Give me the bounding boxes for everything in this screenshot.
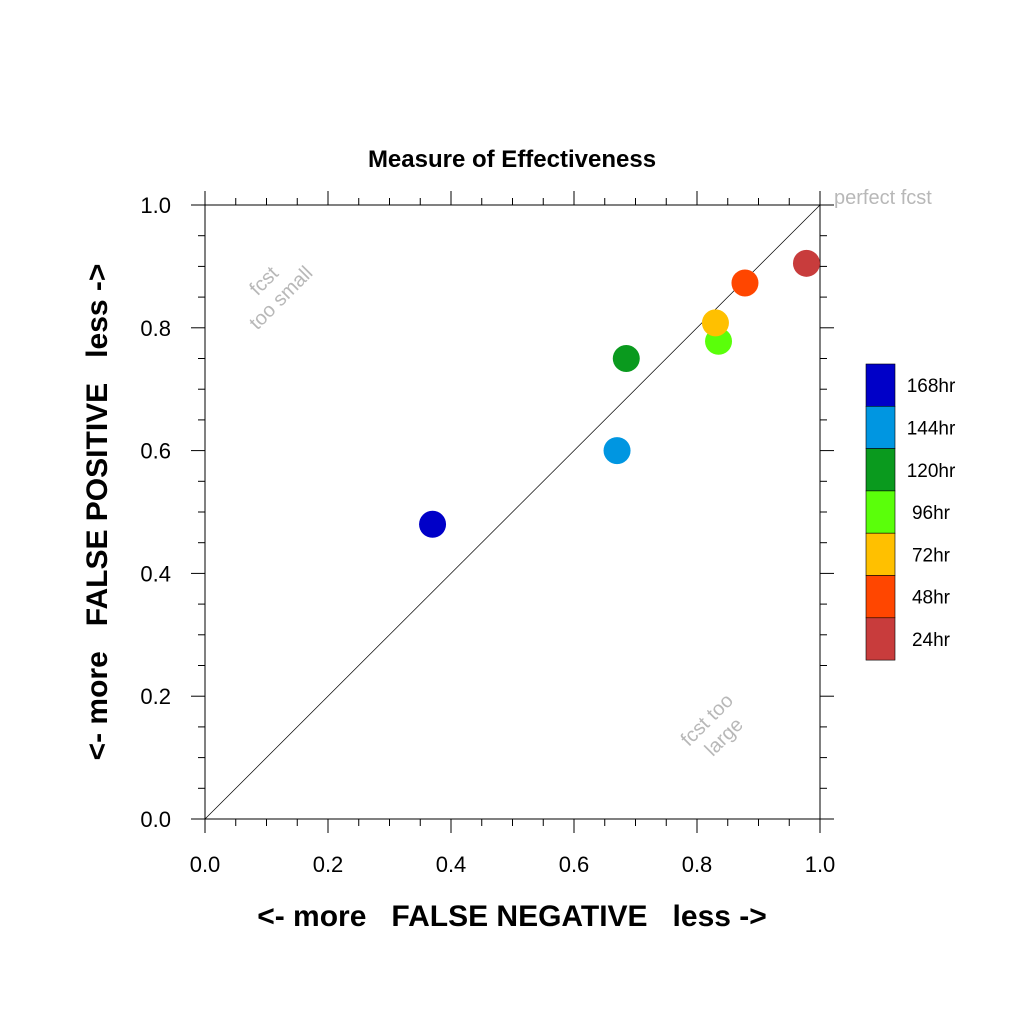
legend-swatch-120hr [865,448,896,492]
y-tick-label: 0.2 [140,684,171,709]
legend-swatch-24hr [865,617,896,661]
annotation-fcst-too-small: fcst too small [245,262,317,334]
point-144hr [603,437,631,465]
x-tick-label: 0.4 [436,852,467,877]
perfect-forecast-diagonal [204,204,821,820]
point-48hr [731,269,759,297]
point-24hr [792,249,820,277]
legend-label-72hr: 72hr [912,545,951,566]
y-axis-label: <- more FALSE POSITIVE less -> [81,264,114,761]
x-tick-label: 0.8 [682,852,713,877]
legend-swatch-96hr [865,490,896,534]
ticks [191,191,834,833]
legend-label-168hr: 168hr [907,376,956,397]
y-tick-label: 0.0 [140,807,171,832]
x-tick-label: 0.0 [190,852,221,877]
x-tick-label: 0.6 [559,852,590,877]
annotation-fcst-too-large: fcst too large [677,690,748,761]
legend-swatch-72hr [865,532,896,576]
plot-area [191,191,834,833]
legend-swatch-168hr [865,363,896,407]
point-168hr [419,510,447,538]
chart-title: Measure of Effectiveness [368,146,656,173]
legend-swatch-48hr [865,575,896,619]
legend-label-144hr: 144hr [907,418,956,439]
x-axis-label: <- more FALSE NEGATIVE less -> [257,900,767,933]
annotation-perfect-fcst: perfect fcst [834,187,932,209]
point-120hr [612,345,640,372]
legend-label-48hr: 48hr [912,588,951,609]
legend-label-120hr: 120hr [907,461,956,482]
x-tick-label: 0.2 [313,852,344,877]
y-tick-label: 0.6 [140,439,171,464]
y-tick-label: 0.4 [140,561,171,586]
y-tick-label: 1.0 [140,193,171,218]
x-tick-labels: 0.0 0.2 0.4 0.6 0.8 1.0 [190,852,836,877]
legend-swatch-144hr [865,405,896,449]
x-tick-label: 1.0 [805,852,836,877]
legend-label-96hr: 96hr [912,503,951,524]
data-points [419,249,820,538]
legend: 168hr 144hr 120hr 96hr 72hr 48hr 24hr [865,363,956,661]
y-tick-label: 0.8 [140,316,171,341]
legend-label-24hr: 24hr [912,630,951,651]
y-tick-labels: 0.0 0.2 0.4 0.6 0.8 1.0 [140,193,171,832]
point-72hr [701,309,729,337]
